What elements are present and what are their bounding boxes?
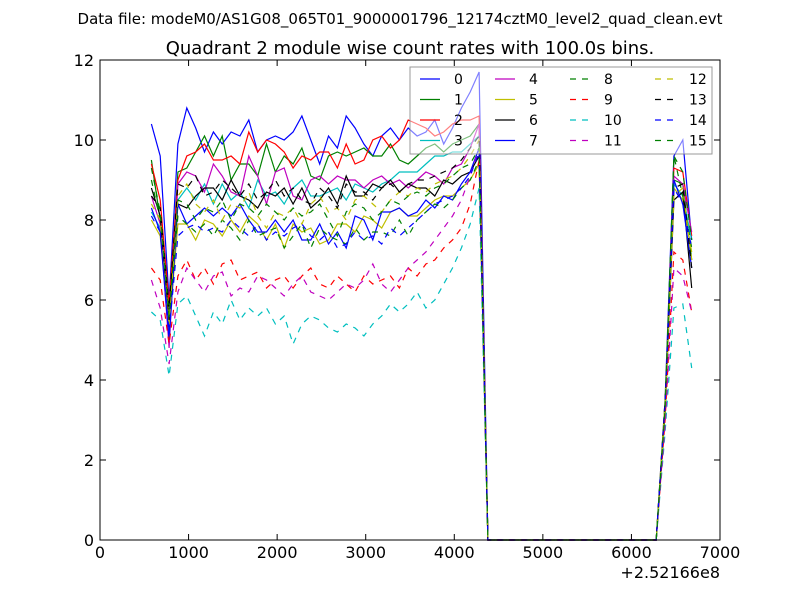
series-line-10: [150, 187, 693, 541]
legend-item-2: 2: [420, 113, 463, 129]
legend-item-9: 9: [570, 93, 613, 109]
legend-label: 11: [604, 134, 622, 150]
y-tick-label: 12: [74, 51, 94, 70]
legend-label: 13: [689, 93, 707, 109]
y-tick-label: 4: [84, 371, 94, 390]
legend-item-12: 12: [655, 72, 707, 88]
legend-item-3: 3: [420, 134, 463, 150]
legend-item-10: 10: [570, 113, 622, 129]
x-tick-label: 5000: [522, 543, 563, 562]
legend-item-14: 14: [655, 113, 707, 129]
legend-label: 2: [454, 113, 463, 129]
legend-item-0: 0: [420, 72, 463, 88]
chart-title: Quadrant 2 module wise count rates with …: [166, 38, 655, 59]
series-line-11: [150, 147, 693, 541]
legend-frame: [409, 66, 713, 155]
x-tick-label: 4000: [434, 543, 475, 562]
series-line-1: [150, 122, 693, 541]
x-offset-label: +2.52166e8: [620, 563, 720, 582]
legend-label: 4: [529, 72, 538, 88]
legend-label: 0: [454, 72, 463, 88]
x-tick-label: 3000: [345, 543, 386, 562]
x-tick-label: 0: [95, 543, 105, 562]
legend-label: 8: [604, 72, 613, 88]
series-line-4: [150, 123, 693, 541]
legend-item-6: 6: [495, 113, 538, 129]
legend-label: 14: [689, 113, 707, 129]
legend-label: 12: [689, 72, 707, 88]
legend-label: 9: [604, 93, 613, 109]
series-line-14: [150, 151, 693, 541]
legend-item-15: 15: [655, 134, 707, 150]
series-line-9: [150, 159, 693, 541]
x-tick-label: 2000: [257, 543, 298, 562]
y-tick-label: 2: [84, 451, 94, 470]
legend-item-13: 13: [655, 93, 707, 109]
legend-item-11: 11: [570, 134, 622, 150]
series-line-13: [150, 134, 693, 541]
suptitle: Data file: modeM0/AS1G08_065T01_90000017…: [78, 10, 723, 29]
legend-label: 5: [529, 93, 538, 109]
y-tick-label: 6: [84, 291, 94, 310]
legend-label: 10: [604, 113, 622, 129]
legend-label: 7: [529, 134, 538, 150]
series-line-3: [150, 134, 693, 541]
legend-item-5: 5: [495, 93, 538, 109]
x-tick-label: 1000: [168, 543, 209, 562]
series-line-7: [150, 147, 693, 541]
series-line-15: [150, 145, 693, 541]
legend-label: 15: [689, 134, 707, 150]
x-tick-label: 7000: [700, 543, 741, 562]
legend-label: 1: [454, 93, 463, 109]
legend-item-1: 1: [420, 93, 463, 109]
legend-item-8: 8: [570, 72, 613, 88]
series-line-12: [150, 137, 693, 541]
x-tick-label: 6000: [611, 543, 652, 562]
series-layer: [150, 71, 693, 541]
legend-label: 6: [529, 113, 538, 129]
series-line-6: [150, 153, 693, 541]
legend-label: 3: [454, 134, 463, 150]
y-tick-label: 0: [84, 531, 94, 550]
legend-item-7: 7: [495, 134, 538, 150]
y-tick-label: 10: [74, 131, 94, 150]
legend-item-4: 4: [495, 72, 538, 88]
series-line-5: [150, 161, 693, 541]
y-tick-label: 8: [84, 211, 94, 230]
